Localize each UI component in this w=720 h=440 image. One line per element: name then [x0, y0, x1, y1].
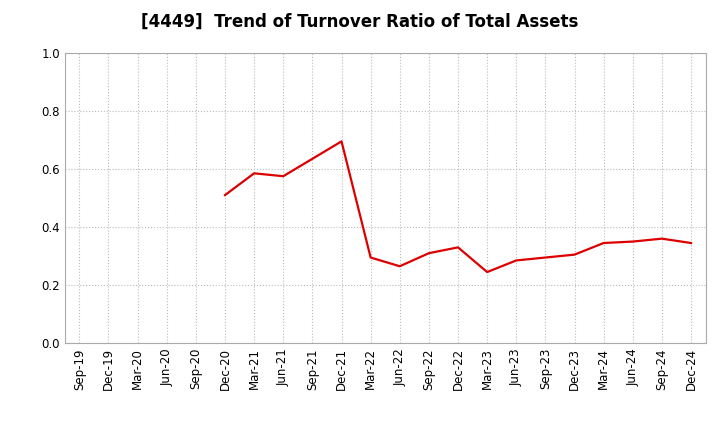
Text: [4449]  Trend of Turnover Ratio of Total Assets: [4449] Trend of Turnover Ratio of Total …: [141, 13, 579, 31]
